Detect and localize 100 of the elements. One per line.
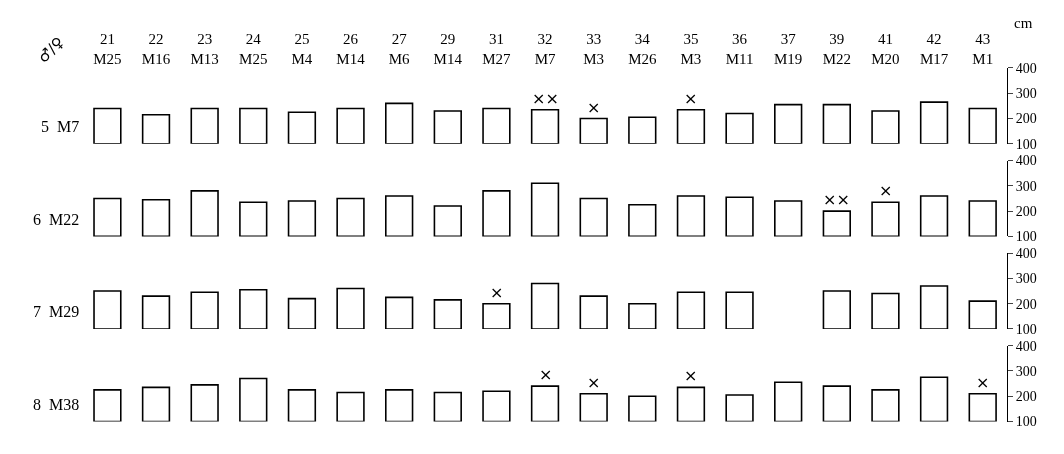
bar <box>287 200 317 237</box>
bar <box>871 389 900 422</box>
x-tick-label: 23 M13 <box>190 31 219 67</box>
bar <box>725 112 754 144</box>
bar <box>968 107 997 144</box>
bar <box>725 394 754 422</box>
bar <box>287 111 317 144</box>
bar <box>822 385 851 422</box>
annotation: × <box>587 373 601 392</box>
y-tick-label: 300 <box>1015 86 1037 102</box>
y-tick-label: 200 <box>1015 204 1037 220</box>
bar <box>141 386 171 422</box>
bar <box>871 110 900 144</box>
bar <box>141 113 171 144</box>
annotation: × <box>490 283 504 302</box>
bar <box>384 296 414 329</box>
bar <box>336 107 365 144</box>
y-tick-label: 400 <box>1015 338 1037 354</box>
bar <box>190 384 219 422</box>
bar <box>336 287 365 329</box>
x-tick-label: 33 M3 <box>583 31 605 67</box>
bar <box>579 197 608 237</box>
annotation: × <box>879 181 893 200</box>
bar <box>141 198 171 237</box>
bar <box>336 197 365 237</box>
x-tick-label: 26 M14 <box>336 31 366 67</box>
bar <box>628 116 657 144</box>
bar <box>676 386 706 422</box>
bar <box>871 292 900 329</box>
annotation: × <box>684 89 698 108</box>
bar <box>433 391 462 422</box>
bar <box>384 389 414 422</box>
x-tick-label: 43 M1 <box>972 31 994 67</box>
y-tick-label: 200 <box>1015 389 1037 405</box>
y-tick-label: 300 <box>1015 271 1037 287</box>
bar <box>725 291 754 329</box>
bar <box>239 107 268 144</box>
x-tick-label: 31 M27 <box>482 31 512 67</box>
bar <box>919 285 949 329</box>
bar <box>141 295 171 329</box>
bar <box>482 302 511 329</box>
y-tick-label: 400 <box>1015 60 1037 76</box>
x-tick-label: 42 M17 <box>919 31 949 67</box>
bar <box>530 108 560 144</box>
y-tick-label: 100 <box>1015 229 1037 245</box>
bar <box>968 392 997 422</box>
bar <box>530 182 560 237</box>
y-tick-label: 200 <box>1015 296 1037 312</box>
bar <box>239 201 268 237</box>
bar <box>919 195 949 237</box>
x-tick-label: 36 M11 <box>725 31 754 67</box>
x-tick-label: 29 M14 <box>433 31 463 67</box>
bar <box>93 290 122 329</box>
bar <box>676 108 706 144</box>
bar <box>822 103 851 144</box>
bar <box>433 110 462 144</box>
bar <box>579 392 608 422</box>
y-tick-label: 100 <box>1015 414 1037 430</box>
bar <box>93 107 122 144</box>
bar <box>482 190 511 237</box>
bar <box>530 282 560 329</box>
x-tick-label: 37 M19 <box>774 31 803 67</box>
bar <box>774 381 803 422</box>
bar <box>433 299 462 329</box>
bar <box>482 390 511 422</box>
bar <box>190 190 219 237</box>
bar <box>579 295 608 329</box>
bar <box>676 291 706 329</box>
bar <box>93 197 122 237</box>
y-tick-label: 300 <box>1015 363 1037 379</box>
bar <box>628 203 657 237</box>
bar <box>919 376 949 422</box>
y-axis-title: 7 M29 <box>33 303 80 320</box>
x-tick-label: 39 M22 <box>822 31 851 67</box>
x-tick-label: 25 M4 <box>291 31 313 67</box>
y-tick-label: 400 <box>1015 245 1037 261</box>
bar <box>530 385 560 422</box>
bar <box>93 389 122 422</box>
x-tick-label: 32 M7 <box>534 31 556 67</box>
y-tick-label: 400 <box>1015 153 1037 169</box>
x-tick-label: 34 M26 <box>628 31 657 67</box>
bar <box>190 107 219 144</box>
bar <box>482 107 511 144</box>
text: ♂/♀ <box>34 33 68 67</box>
bar <box>287 297 317 329</box>
bar <box>676 195 706 237</box>
bar <box>190 291 219 329</box>
bar <box>822 210 851 237</box>
bar <box>239 288 268 329</box>
annotation: ×× <box>823 190 850 209</box>
bar <box>384 195 414 237</box>
annotation: × <box>587 98 601 117</box>
x-tick-label: 35 M3 <box>680 31 702 67</box>
bar <box>336 391 365 422</box>
x-tick-label: 24 M25 <box>239 31 268 67</box>
y-axis-title: 5 M7 <box>41 118 80 135</box>
y-axis-title: 6 M22 <box>33 211 80 228</box>
x-tick-label: 41 M20 <box>871 31 900 67</box>
y-tick-label: 200 <box>1015 111 1037 127</box>
bar <box>239 377 268 422</box>
